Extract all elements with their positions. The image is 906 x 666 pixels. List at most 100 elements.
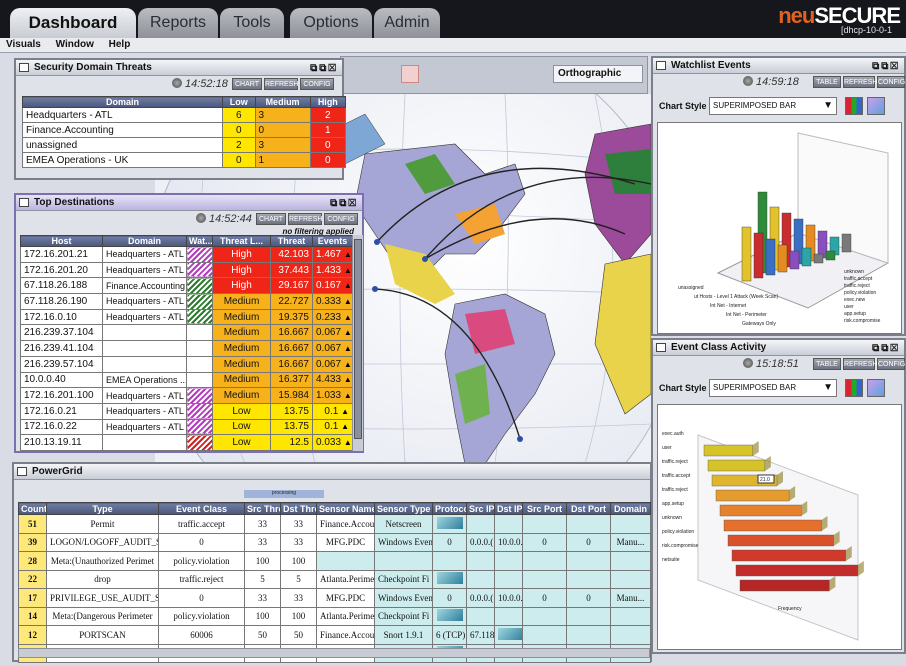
col-low[interactable]: Low xyxy=(222,96,256,108)
col-header[interactable]: Protocol xyxy=(432,502,467,515)
table-row[interactable]: 216.239.41.104 Medium 16.667 0.067 ▲ xyxy=(20,340,353,357)
col-header[interactable]: Events xyxy=(312,235,353,247)
col-header[interactable]: Sensor Type xyxy=(374,502,433,515)
window-controls-icon[interactable]: ⧉⧉☒ xyxy=(310,63,338,74)
protocol-icon[interactable] xyxy=(436,572,463,585)
chart-style-select[interactable]: SUPERIMPOSED BAR ▼ xyxy=(709,379,837,397)
refresh-button[interactable]: REFRESH xyxy=(843,76,877,88)
3d-chart-icon[interactable] xyxy=(867,379,885,397)
col-header[interactable]: Src Port xyxy=(522,502,567,515)
col-header[interactable]: Dst Threat xyxy=(280,502,317,515)
col-header[interactable]: Type xyxy=(46,502,159,515)
table-row[interactable]: 172.16.0.10 Headquarters - ATL Medium 19.37… xyxy=(20,308,353,326)
col-header[interactable]: Host xyxy=(20,235,103,247)
bar-chart-icon[interactable] xyxy=(845,97,863,115)
col-header[interactable]: Domain xyxy=(610,502,651,515)
tab-admin[interactable]: Admin xyxy=(374,8,440,38)
config-button[interactable]: CONFIG xyxy=(324,213,358,225)
map-reset-button[interactable] xyxy=(401,65,419,83)
refresh-button[interactable]: REFRESH xyxy=(843,358,877,370)
scrollbar-thumb[interactable] xyxy=(354,239,362,439)
watchlist-bar[interactable] xyxy=(741,226,752,282)
watchlist-bar[interactable] xyxy=(777,244,788,273)
col-header[interactable]: Threat xyxy=(270,235,313,247)
table-row[interactable]: 10.0.0.40 EMEA Operations ... Medium 16.377… xyxy=(20,371,353,389)
window-controls-icon[interactable]: ⧉⧉☒ xyxy=(872,61,900,72)
config-button[interactable]: CONFIG xyxy=(877,76,905,88)
protocol-icon[interactable] xyxy=(436,609,463,622)
table-row[interactable]: 28 Meta:(Unauthorized Perimet policy.viola… xyxy=(18,551,651,571)
window-controls-icon[interactable]: ⧉⧉☒ xyxy=(330,198,358,209)
col-header[interactable]: Sensor Name xyxy=(316,502,375,515)
tab-tools[interactable]: Tools xyxy=(220,8,284,38)
watchlist-bar[interactable] xyxy=(825,250,836,261)
col-header[interactable]: Threat L... xyxy=(212,235,271,247)
col-high[interactable]: High xyxy=(309,96,347,108)
protocol-icon[interactable] xyxy=(498,627,522,640)
chart-style-select[interactable]: SUPERIMPOSED BAR ▼ xyxy=(709,97,837,115)
watchlist-bar[interactable] xyxy=(765,238,776,276)
table-row[interactable]: EMEA Operations - UK 0 1 0 xyxy=(22,152,347,168)
table-row[interactable]: 172.16.201.100 Headquarters - ATL Medium 15… xyxy=(20,387,353,404)
powergrid-hscrollbar[interactable] xyxy=(18,648,650,658)
tab-dashboard[interactable]: Dashboard xyxy=(10,8,136,38)
col-header[interactable]: Src IP xyxy=(466,502,495,515)
table-row[interactable]: 216.239.37.104 Medium 16.667 0.067 ▲ xyxy=(20,324,353,342)
table-row[interactable]: 172.16.201.21 Headquarters - ATL High 42.10… xyxy=(20,246,353,263)
event-class-bar[interactable] xyxy=(707,459,766,472)
event-class-bar[interactable] xyxy=(735,564,859,577)
refresh-button[interactable]: REFRESH xyxy=(288,213,322,225)
table-row[interactable]: 216.239.57.104 Medium 16.667 0.067 ▲ xyxy=(20,355,353,373)
table-button[interactable]: TABLE xyxy=(813,358,841,370)
watchlist-bar[interactable] xyxy=(813,253,824,264)
config-button[interactable]: CONFIG xyxy=(300,78,334,90)
event-class-bar[interactable] xyxy=(715,489,790,502)
col-domain[interactable]: Domain xyxy=(22,96,223,108)
col-header[interactable]: Wat... xyxy=(186,235,213,247)
col-header[interactable]: Src Threat xyxy=(244,502,281,515)
col-header[interactable]: Event Class xyxy=(158,502,245,515)
window-controls-icon[interactable]: ⧉⧉☒ xyxy=(872,343,900,354)
col-header[interactable]: Domain xyxy=(102,235,187,247)
table-row[interactable]: 172.16.0.21 Headquarters - ATL Low 13.75 0.1… xyxy=(20,402,353,420)
protocol-icon[interactable] xyxy=(436,516,463,529)
destinations-scrollbar[interactable] xyxy=(352,235,363,451)
col-medium[interactable]: Medium xyxy=(254,96,311,108)
table-row[interactable]: 39LOGON/LOGOFF_AUDIT_SUC03333MFG.PDCWind… xyxy=(18,532,651,552)
watchlist-bar[interactable] xyxy=(801,247,812,267)
config-button[interactable]: CONFIG xyxy=(877,358,905,370)
table-row[interactable]: 172.16.0.22 Headquarters - ATL Low 13.75 0.1… xyxy=(20,418,353,436)
event-class-bar[interactable] xyxy=(723,519,822,532)
refresh-button[interactable]: REFRESH xyxy=(264,78,298,90)
tab-reports[interactable]: Reports xyxy=(138,8,218,38)
table-row[interactable]: 210.13.19.11 Low 12.5 0.033 ▲ xyxy=(20,434,353,451)
menu-window[interactable]: Window xyxy=(55,39,94,50)
table-row[interactable]: 51 Permit traffic.accept 33 33 Finance.Accou N… xyxy=(18,514,651,534)
event-class-bar[interactable] xyxy=(703,444,753,457)
col-header[interactable]: Dst IP xyxy=(494,502,523,515)
table-row[interactable]: 172.16.201.20 Headquarters - ATL High 37.44… xyxy=(20,261,353,279)
event-class-bar[interactable] xyxy=(739,579,830,592)
chart-button[interactable]: CHART xyxy=(256,213,286,225)
table-row[interactable]: Headquarters - ATL 6 3 2 xyxy=(22,107,347,123)
event-class-bar[interactable] xyxy=(719,504,802,517)
table-row[interactable]: 67.118.26.190 Headquarters - ATL Medium 22.… xyxy=(20,293,353,310)
table-row[interactable]: 14 Meta:(Dangerous Perimeter policy.violat… xyxy=(18,606,651,626)
table-button[interactable]: TABLE xyxy=(813,76,841,88)
watchlist-bar[interactable] xyxy=(841,233,852,253)
col-header[interactable]: Count xyxy=(18,502,47,515)
3d-chart-icon[interactable] xyxy=(867,97,885,115)
menu-visuals[interactable]: Visuals xyxy=(6,39,41,50)
watchlist-bar[interactable] xyxy=(753,232,764,279)
menu-help[interactable]: Help xyxy=(108,39,131,50)
event-class-bar[interactable] xyxy=(727,534,834,547)
chart-button[interactable]: CHART xyxy=(232,78,262,90)
table-row[interactable]: Finance.Accounting 0 0 1 xyxy=(22,122,347,138)
event-class-bar[interactable] xyxy=(731,549,846,562)
table-row[interactable]: 17PRIVILEGE_USE_AUDIT_SUCCI03333MFG.PDCW… xyxy=(18,588,651,608)
table-row[interactable]: 22 drop traffic.reject 5 5 Atlanta.Perimet Che… xyxy=(18,569,651,589)
watchlist-bar[interactable] xyxy=(789,250,800,270)
projection-select[interactable]: Orthographic xyxy=(553,65,643,83)
table-row[interactable]: 67.118.26.188 Finance.Accounting High 29.16… xyxy=(20,277,353,295)
table-row[interactable]: unassigned 2 3 0 xyxy=(22,137,347,153)
